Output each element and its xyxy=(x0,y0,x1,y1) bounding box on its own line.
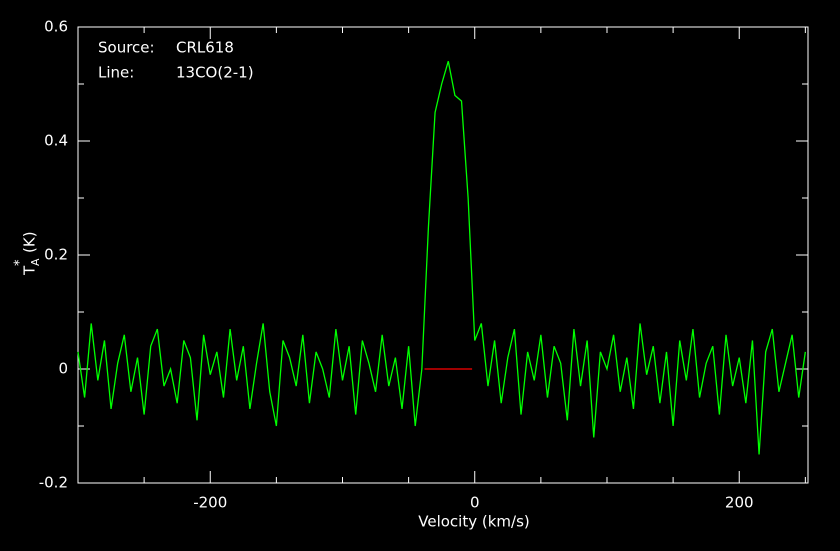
y-label-unit: (K) xyxy=(21,231,39,253)
y-label-sup: * xyxy=(13,259,28,266)
y-tick-label: 0.6 xyxy=(44,18,68,36)
y-label-main: T xyxy=(21,265,39,276)
x-tick-label: 0 xyxy=(470,494,480,512)
x-tick-label: -200 xyxy=(193,494,227,512)
y-label-sub: A xyxy=(29,258,42,266)
spectrum-line xyxy=(77,61,806,455)
y-tick-label: -0.2 xyxy=(39,474,68,492)
x-axis-label: Velocity (km/s) xyxy=(418,513,529,531)
annotation: Line: xyxy=(98,64,134,82)
annotation: Source: xyxy=(98,39,155,57)
y-tick-label: 0 xyxy=(58,360,68,378)
y-tick-label: 0.2 xyxy=(44,246,68,264)
y-tick-label: 0.4 xyxy=(44,132,68,150)
plot-frame xyxy=(77,26,809,484)
annotation: CRL618 xyxy=(176,39,234,57)
y-axis-label: T A * (K) xyxy=(13,231,43,276)
x-tick-label: 200 xyxy=(725,494,754,512)
annotation: 13CO(2-1) xyxy=(176,64,254,82)
